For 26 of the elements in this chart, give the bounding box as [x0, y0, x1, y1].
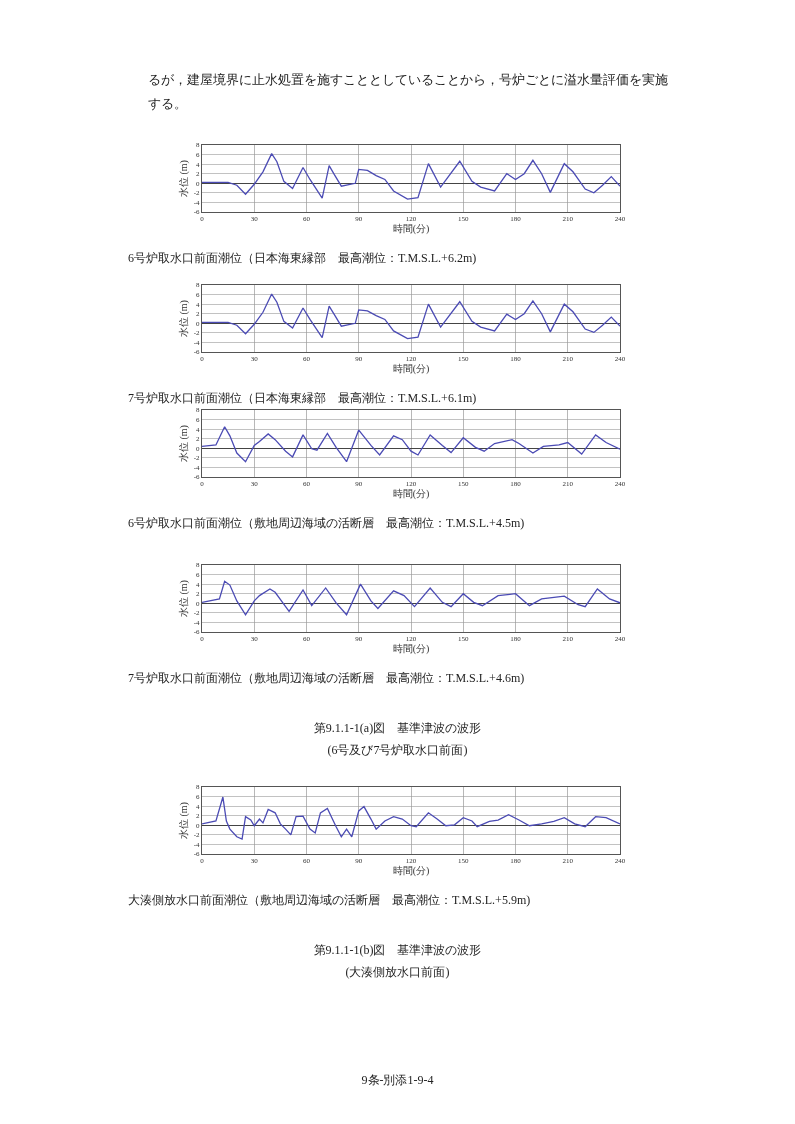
line-series: [202, 796, 620, 840]
x-axis-title: 時間(分): [392, 363, 430, 376]
line-series: [202, 293, 620, 340]
y-axis-title: 水位 (m): [177, 160, 190, 197]
text: 第9.1.1-1(a)図 基準津波の波形: [312, 720, 483, 737]
line-series: [202, 152, 620, 200]
text: るが，建屋境界に止水処置を施すこととしていることから，号炉ごとに溢水量評価を実施する。: [148, 71, 668, 113]
x-axis-title: 時間(分): [392, 488, 430, 501]
x-axis-title: 時間(分): [392, 865, 430, 878]
text: 9条-別添1-9-4: [360, 1072, 435, 1089]
text: 6号炉取水口前面潮位（敷地周辺海域の活断層 最高潮位：T.M.S.L.+4.5m): [128, 515, 526, 532]
y-axis-title: 水位 (m): [177, 425, 190, 462]
y-axis-title: 水位 (m): [177, 300, 190, 337]
text: 7号炉取水口前面潮位（敷地周辺海域の活断層 最高潮位：T.M.S.L.+4.6m): [128, 670, 526, 687]
text: 第9.1.1-1(b)図 基準津波の波形: [312, 942, 483, 959]
y-axis-title: 水位 (m): [177, 580, 190, 617]
text: 7号炉取水口前面潮位（日本海東縁部 最高潮位：T.M.S.L.+6.1m): [128, 390, 478, 407]
x-axis-title: 時間(分): [392, 223, 430, 236]
text: 大湊側放水口前面潮位（敷地周辺海域の活断層 最高潮位：T.M.S.L.+5.9m): [128, 892, 532, 909]
line-series: [202, 426, 620, 463]
x-axis-title: 時間(分): [392, 643, 430, 656]
y-axis-title: 水位 (m): [177, 802, 190, 839]
text: 6号炉取水口前面潮位（日本海東縁部 最高潮位：T.M.S.L.+6.2m): [128, 250, 478, 267]
text: (6号及び7号炉取水口前面): [326, 742, 469, 759]
text: (大湊側放水口前面): [344, 964, 451, 981]
line-series: [202, 580, 620, 616]
